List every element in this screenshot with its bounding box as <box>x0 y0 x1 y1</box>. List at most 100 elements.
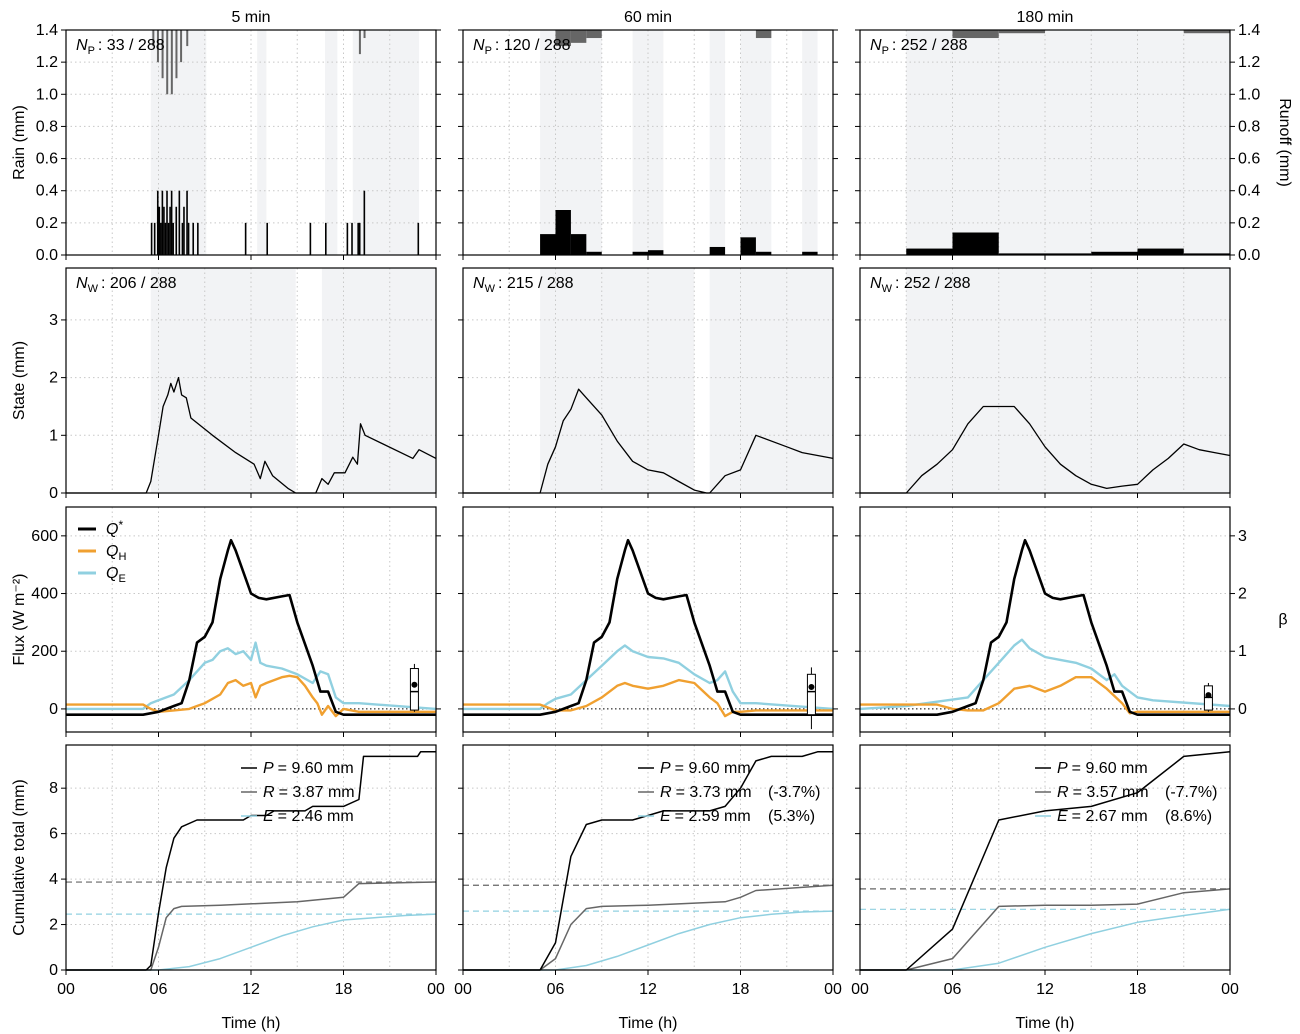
beta-mean <box>1205 692 1212 699</box>
legend-value: = 9.60 mm <box>675 760 751 777</box>
column-title: 180 min <box>1017 9 1074 26</box>
cumulative-line <box>463 910 834 971</box>
count-label: NW: 252 / 288 <box>870 275 971 295</box>
y2-tick-label: 0.2 <box>1238 215 1260 232</box>
rain-bar <box>153 222 156 255</box>
cumulative-line <box>860 908 1231 971</box>
rain-panel: 0.0 0.2 0.4 0.6 0.8 1.0 1.2 1.4 NP: 252 / 288 <box>855 22 1260 264</box>
y-tick-label: 0 <box>49 962 58 979</box>
runoff-bar <box>555 30 571 47</box>
wet-period <box>257 30 267 255</box>
rain-bar <box>150 222 153 255</box>
flux-line <box>66 538 436 717</box>
count-label: NW: 215 / 288 <box>473 275 574 295</box>
legend-label: R = 3.73 mm <box>660 784 752 801</box>
flux-line <box>66 641 437 711</box>
x-axis-label: Time (h) <box>1016 1015 1075 1032</box>
flux-line <box>860 538 1230 717</box>
runoff-bar <box>586 30 602 39</box>
cumulative-line <box>463 884 834 971</box>
rain-bar <box>197 222 199 255</box>
rain-bar <box>357 222 359 255</box>
y2-tick-label: 1.4 <box>1238 22 1260 39</box>
rain-bar <box>1183 253 1230 255</box>
y-tick-label: 1.0 <box>36 86 58 103</box>
y-tick-label: 0 <box>49 701 58 718</box>
column-title: 5 min <box>231 9 270 26</box>
rain-bar <box>586 251 602 255</box>
runoff-bar <box>363 30 366 39</box>
y-tick-label: 0.0 <box>36 247 58 264</box>
rain-bar <box>170 190 173 255</box>
flux-line <box>66 674 436 718</box>
rain-bar <box>186 190 188 255</box>
rain-bar <box>181 222 184 255</box>
legend-symbol: E <box>660 808 671 825</box>
state-line <box>860 405 1231 494</box>
wet-period <box>150 268 296 493</box>
rain-bar <box>952 232 999 255</box>
rain-bar <box>266 222 269 255</box>
rain-bar <box>158 206 161 255</box>
legend-label: E = 2.59 mm <box>660 808 751 825</box>
x-tick-label: 00 <box>824 981 842 998</box>
x-tick-label: 00 <box>427 981 445 998</box>
cumulative-line <box>66 913 437 971</box>
x-tick-label: 00 <box>1221 981 1239 998</box>
count-subscript: P <box>485 45 492 57</box>
legend-label: P = 9.60 mm <box>1057 760 1148 777</box>
runoff-bar <box>1183 30 1230 34</box>
rain-bar <box>166 190 168 255</box>
state-panel: NW: 215 / 288 <box>458 267 834 498</box>
x-tick-label: 00 <box>454 981 472 998</box>
rain-bar <box>1045 253 1092 255</box>
x-tick-label: 00 <box>851 981 869 998</box>
legend-symbol: P <box>1057 760 1068 777</box>
y-tick-label: 0.4 <box>36 183 58 200</box>
x-axis-label: Time (h) <box>222 1015 281 1032</box>
rain-bar <box>175 206 178 255</box>
state-axis-label: State (mm) <box>11 341 28 420</box>
count-symbol: N <box>870 275 882 292</box>
legend-label: QH <box>106 543 126 563</box>
legend-value: = 3.73 mm <box>676 784 752 801</box>
legend-value: = 3.57 mm <box>1073 784 1149 801</box>
rain-bar <box>325 222 327 255</box>
y-tick-label: 0.6 <box>36 151 58 168</box>
flux-panel: 0 1 2 3 <box>855 506 1247 737</box>
legend-label: QE <box>106 565 126 585</box>
count-text: : 33 / 288 <box>98 37 165 54</box>
legend-label: E = 2.46 mm <box>263 808 354 825</box>
rain-panel: 0.0 0.2 0.4 0.6 0.8 1.0 1.2 1.4 NP: 33 / 288 <box>36 22 441 264</box>
rain-bar <box>648 250 664 255</box>
legend-symbol: E <box>1057 808 1068 825</box>
flux-line <box>463 538 833 717</box>
runoff-bar <box>570 30 587 43</box>
wet-period <box>321 268 436 493</box>
y2-tick-label: 0.0 <box>1238 247 1260 264</box>
runoff-bar <box>998 30 1045 34</box>
y-tick-label: 1.2 <box>36 54 58 71</box>
wet-period <box>906 30 1230 255</box>
count-symbol: N <box>473 275 485 292</box>
rain-bar <box>346 222 349 255</box>
rain-axis-label: Rain (mm) <box>11 105 28 180</box>
y-tick-label: 0 <box>49 485 58 502</box>
legend-symbol: E <box>263 808 274 825</box>
rain-bar <box>740 237 756 255</box>
rain-bar <box>351 222 353 255</box>
y2-tick-label: 1.2 <box>1238 54 1260 71</box>
count-symbol: N <box>76 37 88 54</box>
rain-bar <box>802 251 818 255</box>
cumulative-legend: P = 9.60 mmR = 3.57 mm (-7.7%)E = 2.67 mm (8.… <box>1035 760 1217 825</box>
rain-bar <box>906 248 953 255</box>
legend-symbol: R <box>1057 784 1069 801</box>
y2-tick-label: 0.8 <box>1238 118 1260 135</box>
runoff-bar <box>358 30 361 55</box>
wet-period <box>540 268 695 493</box>
rain-bar <box>632 251 648 255</box>
y2-tick-label: 0 <box>1238 701 1247 718</box>
x-axis-label: Time (h) <box>619 1015 678 1032</box>
